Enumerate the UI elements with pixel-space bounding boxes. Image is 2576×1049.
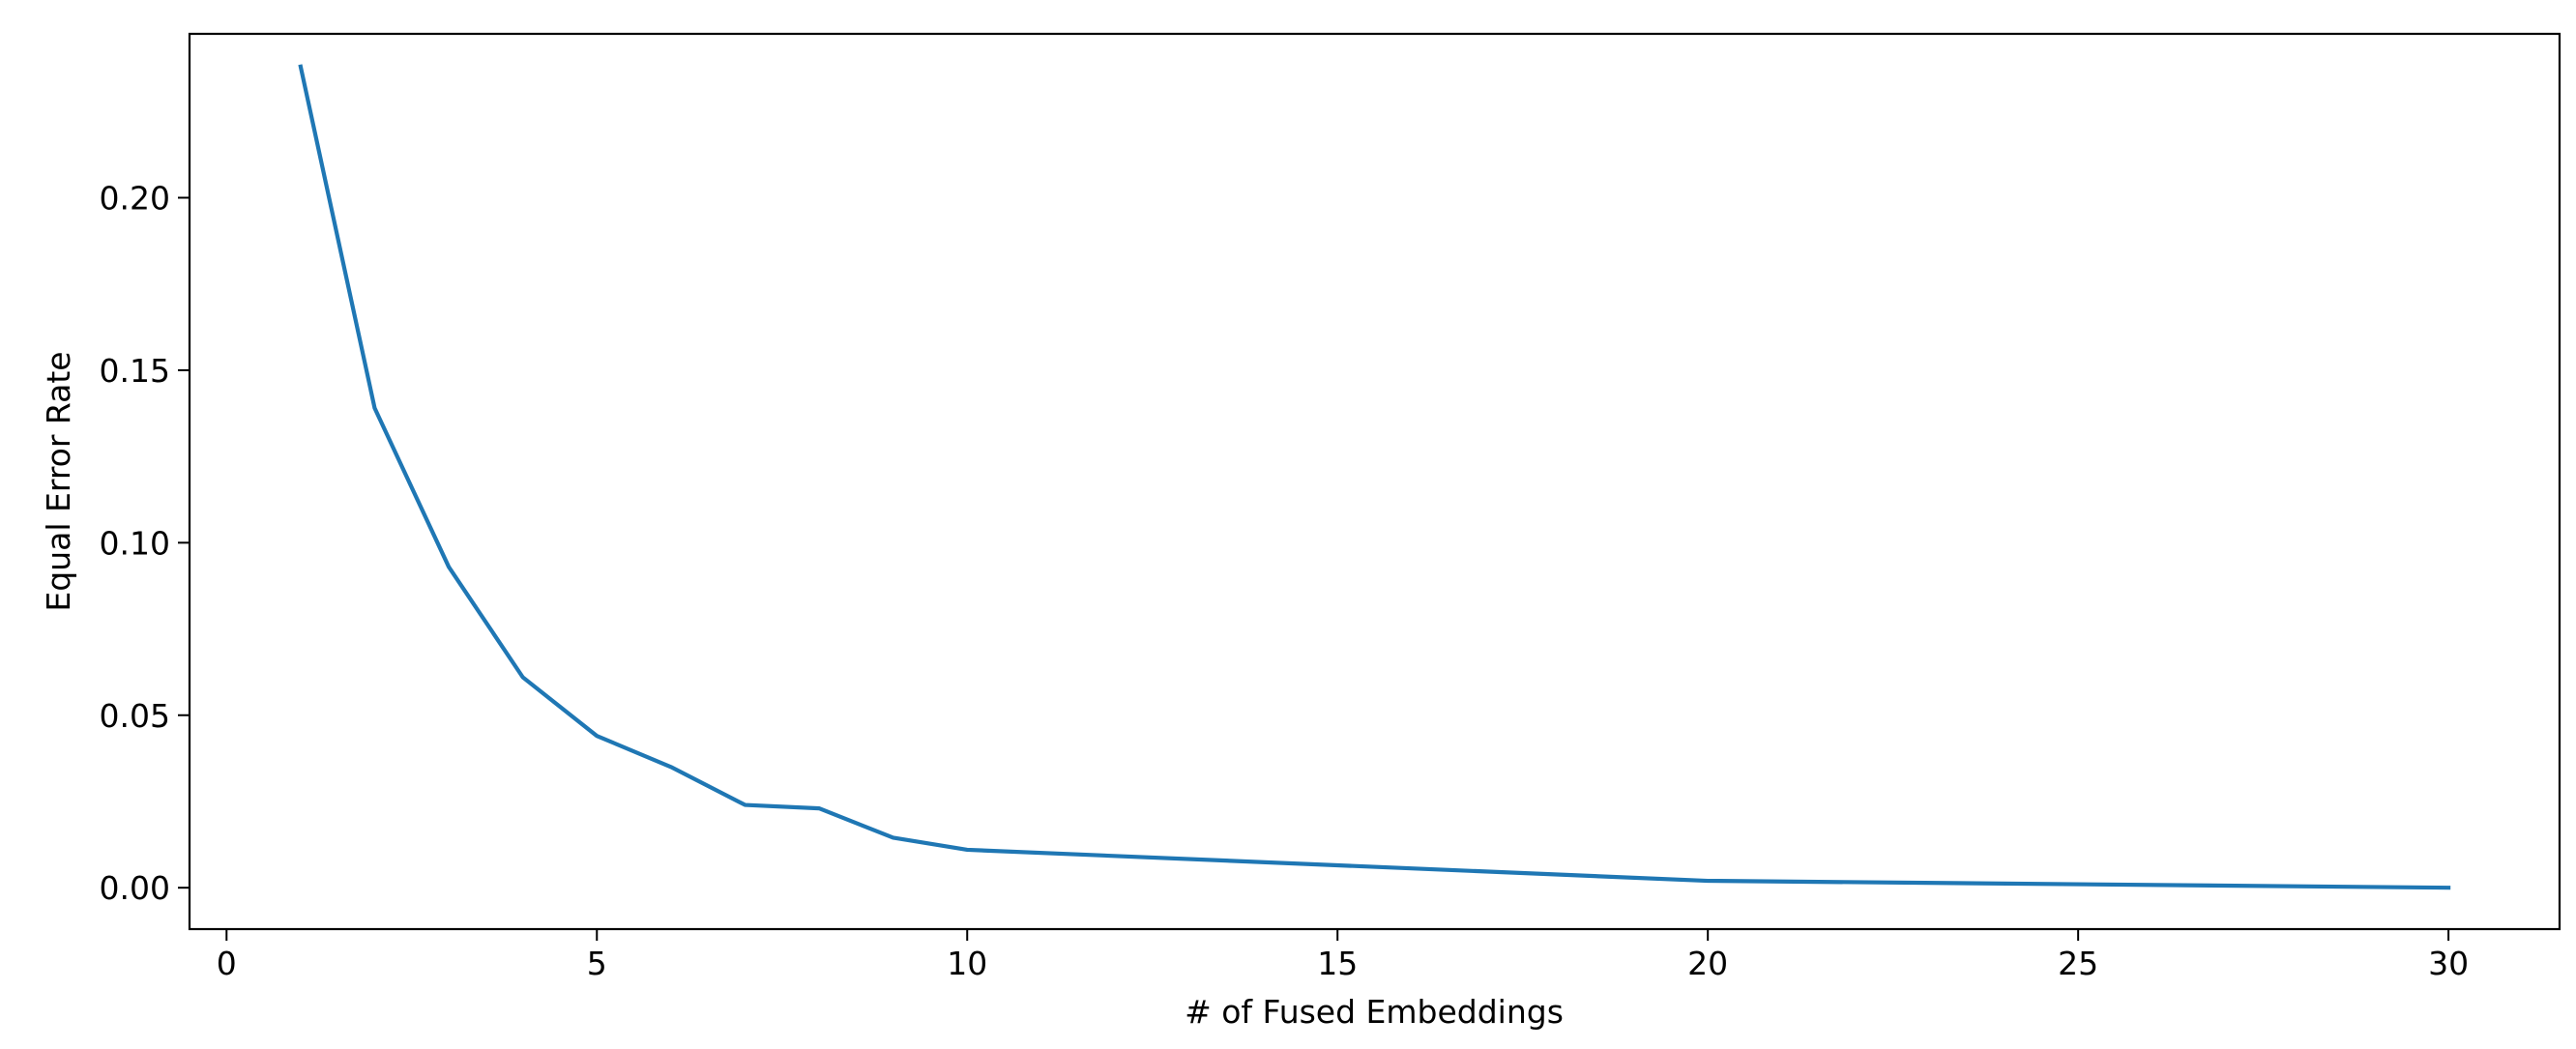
x-tick-label: 20	[1687, 945, 1728, 982]
x-tick-label: 25	[2058, 945, 2098, 982]
x-axis-ticks: 0 5 10 15 20 25 30	[217, 929, 2469, 982]
y-tick-label: 0.00	[100, 869, 170, 907]
x-tick-label: 15	[1317, 945, 1358, 982]
x-tick-label: 5	[587, 945, 607, 982]
y-tick-label: 0.10	[100, 524, 170, 562]
series-layer	[298, 64, 2451, 890]
x-tick-label: 0	[217, 945, 237, 982]
series-line	[298, 64, 2451, 890]
y-tick-label: 0.15	[100, 352, 170, 390]
y-tick-label: 0.20	[100, 179, 170, 217]
x-tick-label: 30	[2428, 945, 2469, 982]
y-axis-label: Equal Error Rate	[40, 351, 77, 611]
y-axis-ticks: 0.00 0.05 0.10 0.15 0.20	[100, 179, 190, 907]
x-axis-label: # of Fused Embeddings	[1185, 993, 1564, 1031]
plot-frame	[188, 32, 2561, 931]
x-tick-label: 10	[947, 945, 987, 982]
y-tick-label: 0.05	[100, 697, 170, 735]
